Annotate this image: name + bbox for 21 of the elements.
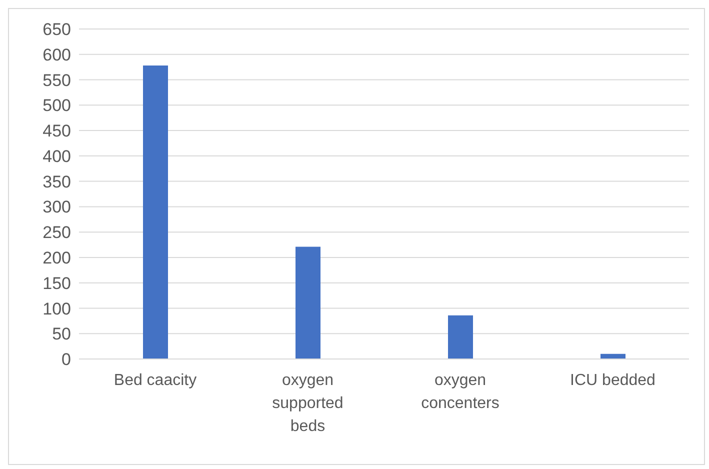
y-tick-label: 350 [42, 172, 71, 192]
y-tick-label: 300 [42, 198, 71, 217]
y-tick-label: 550 [42, 70, 71, 90]
x-tick-label: Bed caacity [114, 372, 197, 389]
y-tick-label: 450 [42, 122, 71, 141]
y-tick-label: 200 [42, 248, 71, 268]
bar [296, 246, 320, 359]
y-tick-label: 100 [42, 299, 71, 318]
x-tick-label: ICU bedded [570, 372, 656, 389]
y-tick-label: 50 [52, 324, 71, 344]
y-tick-label: 650 [42, 20, 71, 40]
bar [448, 315, 473, 359]
y-tick-label: 0 [62, 350, 71, 370]
y-tick-label: 600 [42, 45, 71, 64]
y-tick-label: 400 [42, 146, 71, 166]
y-tick-label: 150 [42, 274, 71, 293]
y-tick-label: 500 [42, 96, 71, 116]
y-tick-label: 250 [42, 223, 71, 242]
x-tick-label: oxygen supported beds [272, 372, 344, 435]
x-tick-label: oxygen concenters [421, 372, 500, 412]
bar [143, 66, 168, 359]
